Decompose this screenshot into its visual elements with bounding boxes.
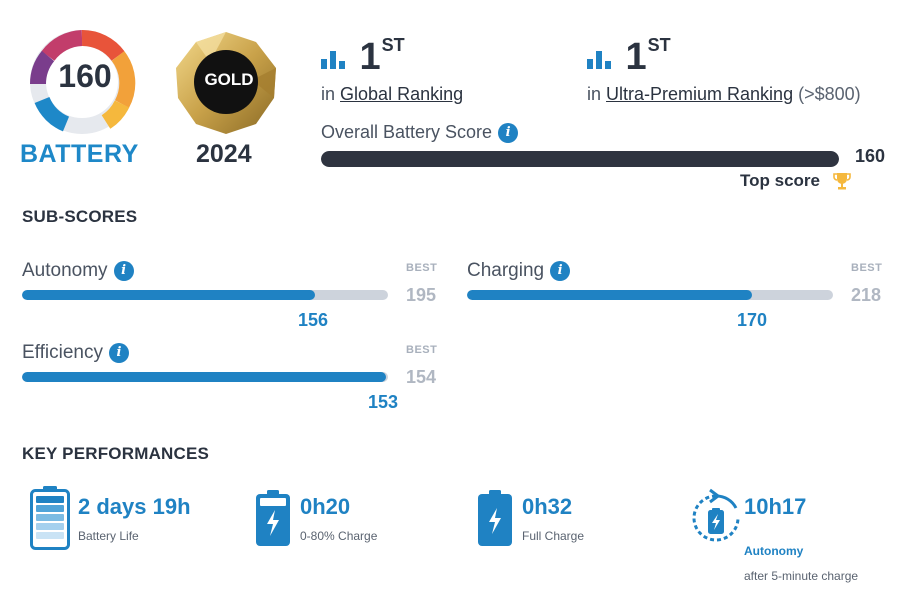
battery-score-value: 160 [58, 58, 112, 94]
best-tag: BEST [851, 262, 883, 274]
ultra-premium-ranking-link[interactable]: Ultra-Premium Ranking [606, 84, 794, 104]
kp-full-charge-label: Full Charge [522, 529, 585, 543]
subscore-autonomy-label: Autonomy i [22, 260, 134, 282]
medal-label: GOLD [204, 70, 254, 89]
segment-rank-number: 1ST [625, 35, 671, 78]
battery-score-ring-icon [29, 30, 136, 134]
subscore-charging-bar-fill [467, 290, 753, 300]
key-performances-title: KEY PERFORMANCES [22, 444, 210, 463]
best-tag: BEST [406, 262, 438, 274]
kp-full-charge-value: 0h32 [522, 494, 573, 519]
sub-scores-title: SUB-SCORES [22, 207, 138, 226]
subscore-autonomy-best: 195 [406, 285, 437, 305]
gold-medal-icon [176, 32, 276, 134]
overall-score-label: Overall Battery Score i [321, 122, 519, 144]
subscore-efficiency-label: Efficiency i [22, 342, 129, 364]
segment-rank-line: in Ultra-Premium Ranking (>$800) [587, 84, 861, 104]
kp-autonomy-sublabel: after 5-minute charge [744, 569, 859, 583]
subscore-charging-score: 170 [737, 310, 768, 330]
segment-rank-block: 1ST [587, 35, 671, 78]
global-rank-block: 1ST [321, 35, 405, 78]
kp-autonomy-label: Autonomy [744, 544, 804, 558]
price-range: (>$800) [798, 84, 861, 104]
kp-battery-life-label: Battery Life [78, 529, 139, 543]
info-icon[interactable]: i [498, 123, 519, 144]
battery-charging-icon [478, 490, 512, 546]
best-tag: BEST [406, 344, 438, 356]
battery-charging-icon [256, 490, 290, 546]
top-score-label: Top score [740, 171, 820, 190]
overall-score-bar-fill [321, 151, 839, 167]
subscore-charging-best: 218 [851, 285, 882, 305]
battery-full-icon [30, 486, 70, 550]
global-ranking-link[interactable]: Global Ranking [340, 84, 464, 104]
battery-label: BATTERY [20, 140, 139, 168]
info-icon[interactable]: i [113, 260, 134, 281]
global-rank-number: 1ST [359, 35, 405, 78]
medal-year: 2024 [196, 140, 252, 168]
subscore-autonomy-bar [22, 290, 388, 300]
subscore-efficiency-score: 153 [368, 392, 399, 412]
kp-battery-life-value: 2 days 19h [78, 494, 191, 519]
kp-0-80-charge-label: 0-80% Charge [300, 529, 378, 543]
subscore-autonomy-bar-fill [22, 290, 315, 300]
info-icon[interactable]: i [550, 260, 571, 281]
trophy-icon [833, 173, 851, 190]
ranking-bars-icon [321, 51, 345, 69]
subscore-charging-bar [467, 290, 833, 300]
subscore-autonomy-score: 156 [298, 310, 329, 330]
kp-autonomy-value: 10h17 [744, 494, 807, 519]
ranking-bars-icon [587, 51, 611, 69]
global-rank-line: in Global Ranking [321, 84, 464, 104]
subscore-charging-label: Charging i [467, 260, 571, 282]
info-icon[interactable]: i [108, 342, 129, 363]
overall-score-bar [321, 151, 839, 167]
subscore-efficiency-bar-fill [22, 372, 386, 382]
overall-score-value: 160 [855, 146, 886, 166]
quick-charge-timer-icon [692, 488, 740, 542]
subscore-efficiency-bar [22, 372, 388, 382]
subscore-efficiency-best: 154 [406, 367, 437, 387]
kp-0-80-charge-value: 0h20 [300, 494, 351, 519]
